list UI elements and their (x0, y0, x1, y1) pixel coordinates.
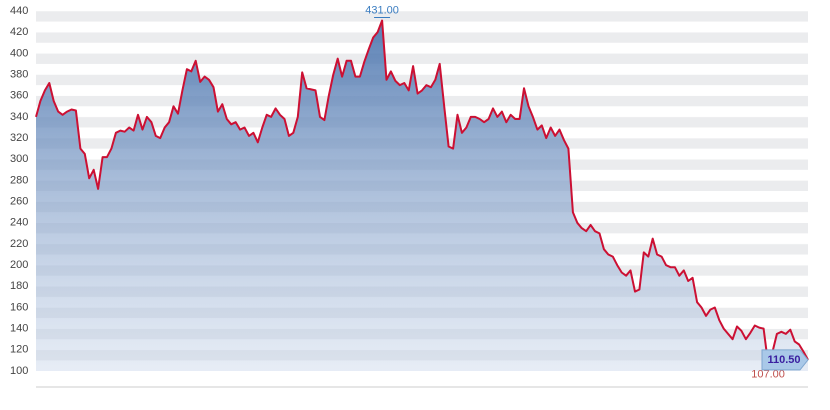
last-label: 110.50 (767, 354, 800, 366)
last-box (761, 349, 809, 371)
y-tick-label: 240 (10, 217, 28, 229)
grid-band (36, 74, 808, 86)
y-tick-label: 160 (10, 301, 28, 313)
y-tick-label: 180 (10, 280, 28, 292)
y-tick-label: 420 (10, 26, 28, 38)
min-label: 107.00 (751, 368, 785, 380)
y-tick-label: 400 (10, 47, 28, 59)
grid-band (36, 11, 808, 22)
y-tick-label: 200 (10, 259, 28, 271)
y-tick-label: 100 (10, 365, 28, 377)
y-tick-label: 300 (10, 153, 28, 165)
y-tick-label: 380 (10, 68, 28, 80)
y-tick-label: 120 (10, 344, 28, 356)
y-tick-label: 320 (10, 132, 28, 144)
line (35, 19, 809, 365)
y-tick-label: 280 (10, 174, 28, 186)
y-tick-label: 260 (10, 195, 28, 207)
y-tick-label: 220 (10, 238, 28, 250)
max-label: 431.00 (365, 4, 399, 16)
grid-band (36, 53, 808, 64)
y-tick-label: 440 (10, 5, 28, 17)
grid-band (36, 32, 808, 43)
y-tick-label: 360 (10, 90, 28, 102)
y-tick-label: 140 (10, 323, 28, 335)
y-tick-label: 340 (10, 111, 28, 123)
area (36, 20, 808, 371)
